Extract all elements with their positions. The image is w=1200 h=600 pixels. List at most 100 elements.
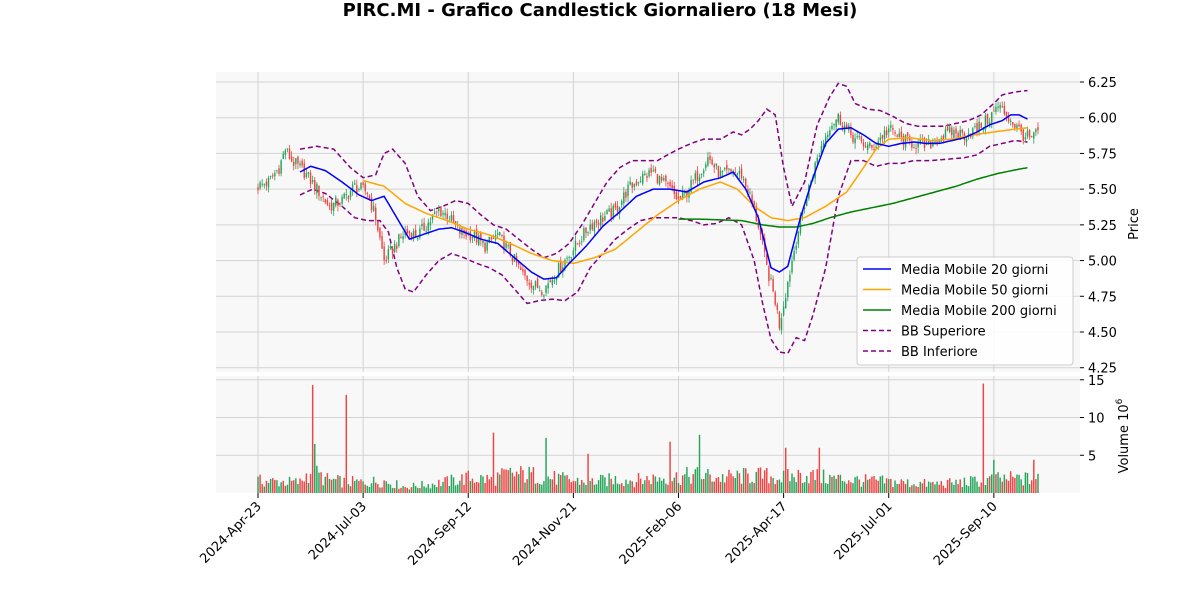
candle: [536, 276, 539, 289]
volume-bar: [702, 478, 705, 493]
candle-body: [480, 232, 482, 241]
volume-bar: [286, 484, 289, 493]
candle-body: [1037, 127, 1039, 131]
candle-body: [307, 172, 310, 174]
volume-bar: [271, 478, 274, 493]
candle: [370, 193, 373, 213]
volume-bar: [761, 478, 764, 493]
candle-body: [612, 205, 615, 219]
candle-body: [450, 214, 453, 221]
candle: [667, 181, 669, 190]
volume-axis-exponent-base: 10: [1117, 404, 1132, 421]
candle-body: [740, 168, 743, 179]
volume-bar: [368, 486, 371, 493]
volume-bar: [423, 486, 425, 493]
candle-body: [881, 135, 884, 139]
candle-body: [505, 243, 507, 249]
candle: [585, 227, 587, 239]
candle: [1028, 129, 1031, 140]
volume-bar: [751, 481, 753, 493]
candle-body: [791, 261, 793, 273]
price-tick-label: 5.00: [1088, 255, 1117, 270]
volume-bar: [381, 487, 383, 493]
candle-body: [705, 164, 707, 169]
volume-bars: [257, 383, 1039, 493]
candle-body: [475, 229, 478, 243]
volume-bar: [263, 486, 266, 493]
volume-bar: [1037, 473, 1039, 493]
volume-bar: [944, 488, 947, 493]
volume-bar: [402, 486, 404, 493]
volume-bar: [269, 479, 272, 493]
volume-bar: [684, 474, 686, 493]
volume-bar: [902, 480, 905, 493]
volume-bar: [1009, 471, 1012, 493]
candle: [433, 208, 436, 215]
candle: [717, 165, 720, 180]
volume-bar: [829, 474, 831, 493]
candle-body: [934, 141, 936, 144]
candle-body: [967, 133, 970, 137]
candle-body: [488, 236, 491, 244]
volume-bar: [812, 470, 814, 493]
volume-bar: [913, 484, 915, 493]
candle: [930, 139, 932, 149]
volume-bar: [433, 484, 436, 493]
volume-bar: [730, 473, 732, 493]
candle-body: [694, 173, 697, 180]
candle: [524, 268, 526, 280]
candle-body: [328, 205, 331, 207]
bb-upper-line: [299, 82, 1028, 259]
candle-body: [318, 185, 320, 197]
candle: [869, 141, 871, 149]
candle-body: [713, 164, 715, 168]
candle: [503, 231, 505, 254]
volume-bar: [463, 484, 465, 493]
volume-bar: [406, 487, 409, 493]
candle-body: [431, 215, 434, 220]
candle-body: [259, 182, 261, 189]
volume-bar: [465, 472, 467, 493]
candle: [543, 293, 545, 302]
candle: [1012, 121, 1014, 128]
ma50-line: [362, 126, 1028, 265]
volume-bar: [675, 472, 678, 493]
candle-body: [362, 182, 364, 185]
candle-body: [663, 178, 665, 181]
candle: [625, 189, 627, 202]
candle-body: [377, 221, 379, 231]
x-tick-label: 2025-Feb-06: [617, 499, 686, 568]
candle: [576, 242, 579, 245]
candle: [614, 201, 617, 211]
candle: [700, 173, 703, 179]
candle: [412, 228, 415, 242]
candle-body: [919, 139, 921, 143]
candle-body: [396, 245, 398, 249]
volume-bar: [515, 471, 518, 493]
volume-bar: [1035, 479, 1037, 493]
candle-body: [1007, 115, 1010, 122]
candle-body: [280, 160, 282, 174]
candle: [648, 167, 650, 178]
volume-bar: [1018, 474, 1020, 493]
candle-body: [541, 291, 543, 295]
volume-bar: [999, 477, 1001, 493]
candle-body: [976, 123, 978, 132]
candle-body: [681, 190, 684, 199]
volume-bar: [871, 476, 873, 493]
volume-bar: [467, 470, 469, 493]
volume-tick-label: 10: [1088, 412, 1105, 427]
candle: [438, 205, 440, 217]
candle-body: [778, 311, 781, 329]
candle-body: [749, 192, 751, 194]
volume-bar: [505, 469, 507, 493]
volume-bar: [1030, 480, 1033, 493]
candle: [797, 230, 800, 249]
candle: [385, 255, 387, 264]
volume-bar: [530, 472, 533, 493]
candle: [400, 233, 402, 239]
candle: [295, 157, 297, 170]
candle-body: [408, 231, 411, 234]
candle-body: [837, 114, 840, 123]
volume-bar: [906, 479, 909, 493]
